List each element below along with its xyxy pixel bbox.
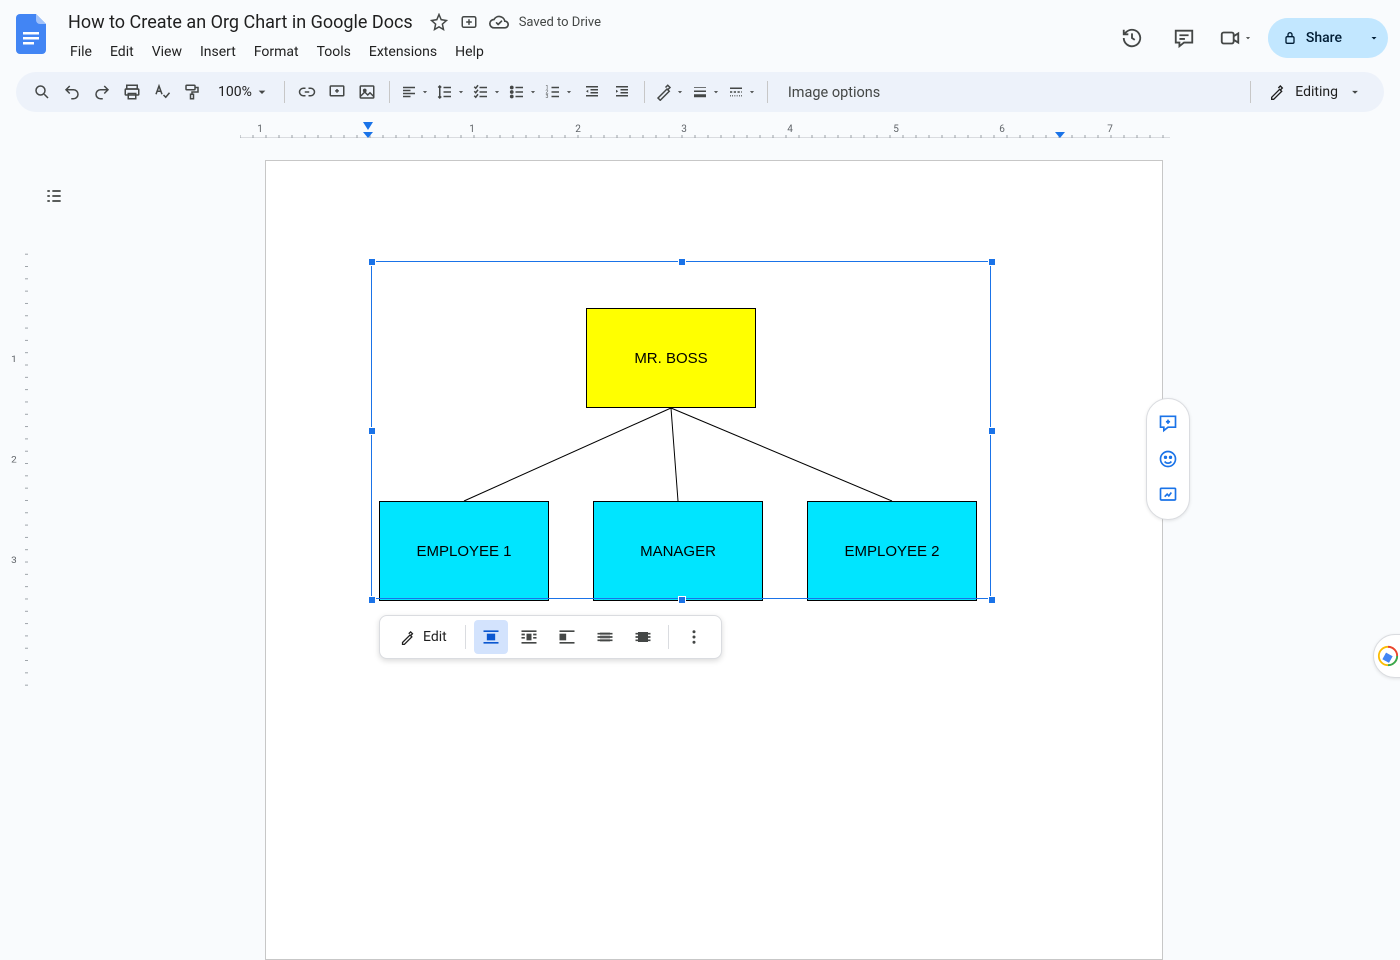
svg-text:2: 2 [575, 124, 581, 135]
add-comment-quick-icon[interactable] [1154, 409, 1182, 437]
border-color-icon[interactable] [653, 78, 687, 106]
selection-handle[interactable] [368, 258, 376, 266]
numbered-list-icon[interactable]: 123 [542, 78, 576, 106]
cloud-saved-icon[interactable] [489, 12, 509, 32]
document-page[interactable]: MR. BOSSEMPLOYEE 1MANAGEREMPLOYEE 2 Edit [265, 160, 1163, 960]
svg-text:3: 3 [681, 124, 687, 135]
svg-text:6: 6 [999, 124, 1005, 135]
selection-box[interactable] [371, 261, 991, 599]
editing-mode-label: Editing [1295, 84, 1338, 100]
insert-image-icon[interactable] [353, 78, 381, 106]
separator [465, 625, 466, 649]
vertical-ruler[interactable]: 1 2 3 [0, 150, 28, 688]
search-menus-icon[interactable] [28, 78, 56, 106]
menu-extensions[interactable]: Extensions [361, 40, 445, 64]
comments-icon[interactable] [1164, 18, 1204, 58]
svg-text:4: 4 [787, 124, 793, 135]
svg-text:2: 2 [11, 455, 17, 466]
edit-drawing-button[interactable]: Edit [390, 629, 457, 645]
redo-icon[interactable] [88, 78, 116, 106]
wrap-text-icon[interactable] [512, 620, 546, 654]
side-quick-tools [1146, 398, 1190, 520]
separator [767, 81, 768, 103]
selection-handle[interactable] [368, 427, 376, 435]
separator [644, 81, 645, 103]
save-status-text: Saved to Drive [519, 15, 601, 30]
share-dropdown-icon[interactable] [1360, 32, 1388, 44]
more-options-icon[interactable] [677, 620, 711, 654]
selection-handle[interactable] [678, 596, 686, 604]
insert-link-icon[interactable] [293, 78, 321, 106]
svg-text:3: 3 [11, 555, 17, 566]
share-label: Share [1306, 30, 1342, 46]
star-icon[interactable] [429, 12, 449, 32]
history-icon[interactable] [1112, 18, 1152, 58]
paint-format-icon[interactable] [178, 78, 206, 106]
svg-text:3: 3 [545, 94, 548, 100]
svg-text:1: 1 [257, 124, 263, 135]
selection-handle[interactable] [368, 596, 376, 604]
border-weight-icon[interactable] [689, 78, 723, 106]
border-dash-icon[interactable] [725, 78, 759, 106]
selection-handle[interactable] [988, 596, 996, 604]
meet-icon[interactable] [1216, 18, 1256, 58]
svg-text:5: 5 [893, 124, 899, 135]
separator [284, 81, 285, 103]
emoji-reaction-icon[interactable] [1154, 445, 1182, 473]
separator [389, 81, 390, 103]
share-button[interactable]: Share [1268, 18, 1360, 58]
explore-icon[interactable] [1373, 634, 1400, 678]
selection-handle[interactable] [988, 258, 996, 266]
align-icon[interactable] [398, 78, 432, 106]
menu-file[interactable]: File [62, 40, 100, 64]
docs-app-icon[interactable] [12, 14, 52, 54]
image-options-button[interactable]: Image options [776, 84, 892, 101]
menu-format[interactable]: Format [246, 40, 307, 64]
in-front-text-icon[interactable] [626, 620, 660, 654]
separator [1250, 81, 1251, 103]
bulleted-list-icon[interactable] [506, 78, 540, 106]
checklist-icon[interactable] [470, 78, 504, 106]
edit-drawing-label: Edit [423, 629, 447, 645]
increase-indent-icon[interactable] [608, 78, 636, 106]
zoom-value: 100% [218, 84, 252, 100]
line-spacing-icon[interactable] [434, 78, 468, 106]
toolbar: 100% 123 Image options Editing [16, 72, 1384, 112]
menu-tools[interactable]: Tools [309, 40, 359, 64]
behind-text-icon[interactable] [588, 620, 622, 654]
add-comment-icon[interactable] [323, 78, 351, 106]
document-outline-icon[interactable] [38, 180, 70, 212]
svg-text:1: 1 [11, 354, 17, 365]
undo-icon[interactable] [58, 78, 86, 106]
doc-title[interactable]: How to Create an Org Chart in Google Doc… [62, 10, 419, 35]
spellcheck-icon[interactable] [148, 78, 176, 106]
print-icon[interactable] [118, 78, 146, 106]
selection-handle[interactable] [678, 258, 686, 266]
wrap-inline-icon[interactable] [474, 620, 508, 654]
decrease-indent-icon[interactable] [578, 78, 606, 106]
zoom-select[interactable]: 100% [208, 84, 276, 100]
image-context-toolbar: Edit [379, 615, 722, 659]
menu-help[interactable]: Help [447, 40, 492, 64]
menu-view[interactable]: View [144, 40, 190, 64]
menu-edit[interactable]: Edit [102, 40, 142, 64]
svg-text:1: 1 [469, 124, 475, 135]
svg-text:7: 7 [1107, 124, 1113, 135]
menu-insert[interactable]: Insert [192, 40, 244, 64]
move-icon[interactable] [459, 12, 479, 32]
separator [668, 625, 669, 649]
horizontal-ruler[interactable]: 1 1 2 3 4 5 6 7 [240, 120, 1170, 138]
break-text-icon[interactable] [550, 620, 584, 654]
editing-mode-button[interactable]: Editing [1259, 84, 1372, 100]
selection-handle[interactable] [988, 427, 996, 435]
suggest-edits-icon[interactable] [1154, 481, 1182, 509]
